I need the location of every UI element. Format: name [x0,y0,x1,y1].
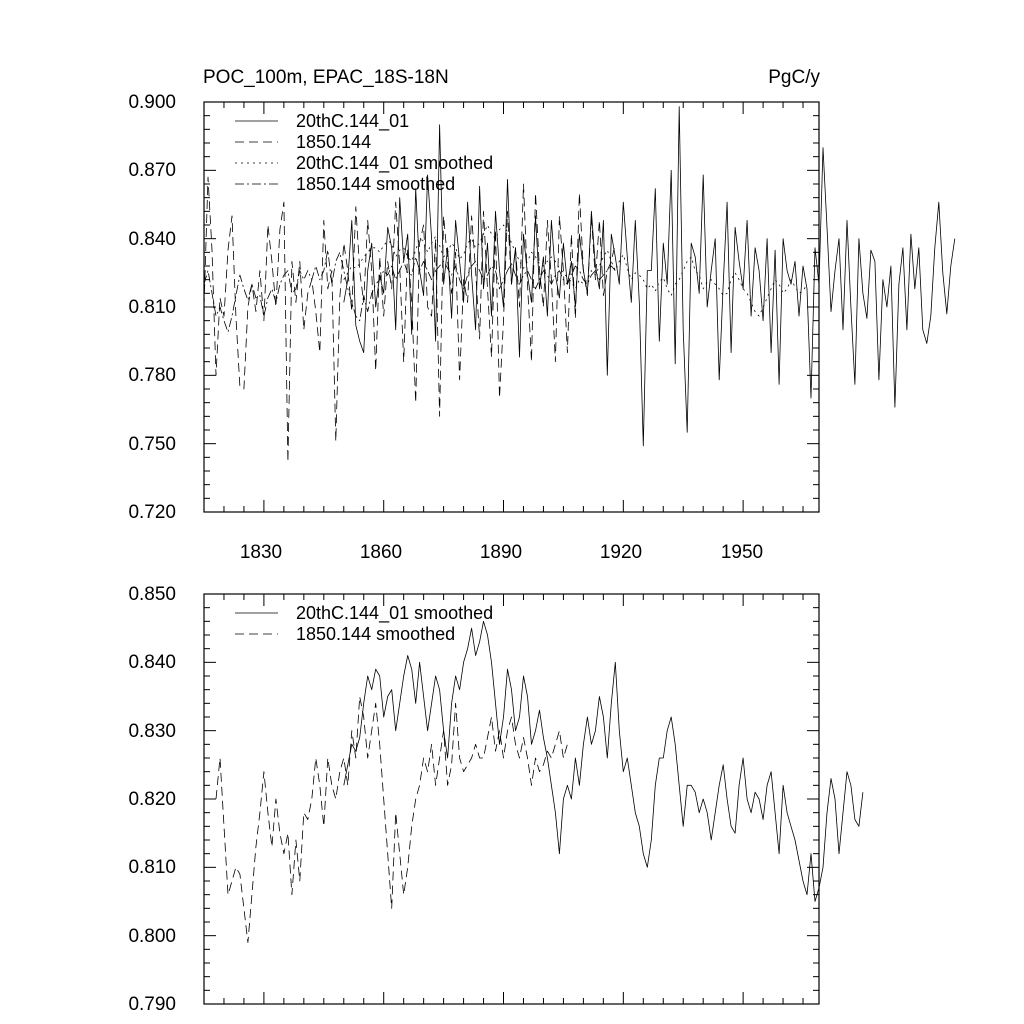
top-xtick-label-1830: 1830 [240,542,282,563]
bottom-ytick-label-5: 0.840 [128,652,176,673]
top-xtick-label-1890: 1890 [480,542,522,563]
top-ytick-label-1: 0.750 [128,434,176,455]
top-xtick-label-1860: 1860 [360,542,402,563]
bottom-legend-label-1: 1850.144 smoothed [296,624,455,644]
top-legend-label-3: 1850.144 smoothed [296,174,455,194]
bottom-ytick-label-1: 0.800 [128,926,176,947]
bottom-ytick-label-6: 0.850 [128,584,176,605]
top-legend-label-2: 20thC.144_01 smoothed [296,153,493,174]
top-ytick-label-6: 0.900 [128,92,176,113]
top-units: PgC/y [768,67,820,88]
top-series-line-3 [203,249,616,333]
bottom-series-line-0 [343,620,864,902]
bottom-ytick-label-4: 0.830 [128,721,176,742]
bottom-ticks [204,593,819,1005]
top-xtick-label-1920: 1920 [600,542,642,563]
top-legend: 20thC.144_01 1850.144 20thC.144_01 smoot… [235,111,493,194]
top-x-tick-labels: 1830 1860 1890 1920 1950 [240,542,763,563]
top-ytick-label-3: 0.810 [128,297,176,318]
bottom-ytick-label-0: 0.790 [128,994,176,1015]
top-legend-label-1: 1850.144 [296,132,371,152]
bottom-panel: 0.790 0.800 0.810 0.820 0.830 0.840 0.85… [128,584,864,1015]
top-ytick-label-4: 0.840 [128,229,176,250]
top-series-line-0 [343,106,956,447]
bottom-series-group [215,620,864,943]
bottom-ytick-label-2: 0.810 [128,857,176,878]
top-series-line-1 [203,176,616,463]
top-ytick-label-5: 0.870 [128,160,176,181]
top-xtick-label-1950: 1950 [721,542,763,563]
bottom-y-tick-labels: 0.790 0.800 0.810 0.820 0.830 0.840 0.85… [128,584,176,1015]
top-ytick-label-2: 0.780 [128,365,176,386]
bottom-ytick-label-3: 0.820 [128,789,176,810]
top-title: POC_100m, EPAC_18S-18N [203,67,449,88]
top-legend-label-0: 20thC.144_01 [296,111,409,132]
top-series-group [203,106,956,463]
bottom-legend-label-0: 20thC.144_01 smoothed [296,603,493,624]
bottom-series-line-1 [215,696,568,943]
top-y-tick-labels: 0.720 0.750 0.780 0.810 0.840 0.870 0.90… [128,92,176,523]
top-ticks [204,101,819,513]
bottom-legend: 20thC.144_01 smoothed 1850.144 smoothed [235,603,493,644]
top-panel: POC_100m, EPAC_18S-18N PgC/y 0.720 0.750… [128,67,956,563]
top-ytick-label-0: 0.720 [128,502,176,523]
